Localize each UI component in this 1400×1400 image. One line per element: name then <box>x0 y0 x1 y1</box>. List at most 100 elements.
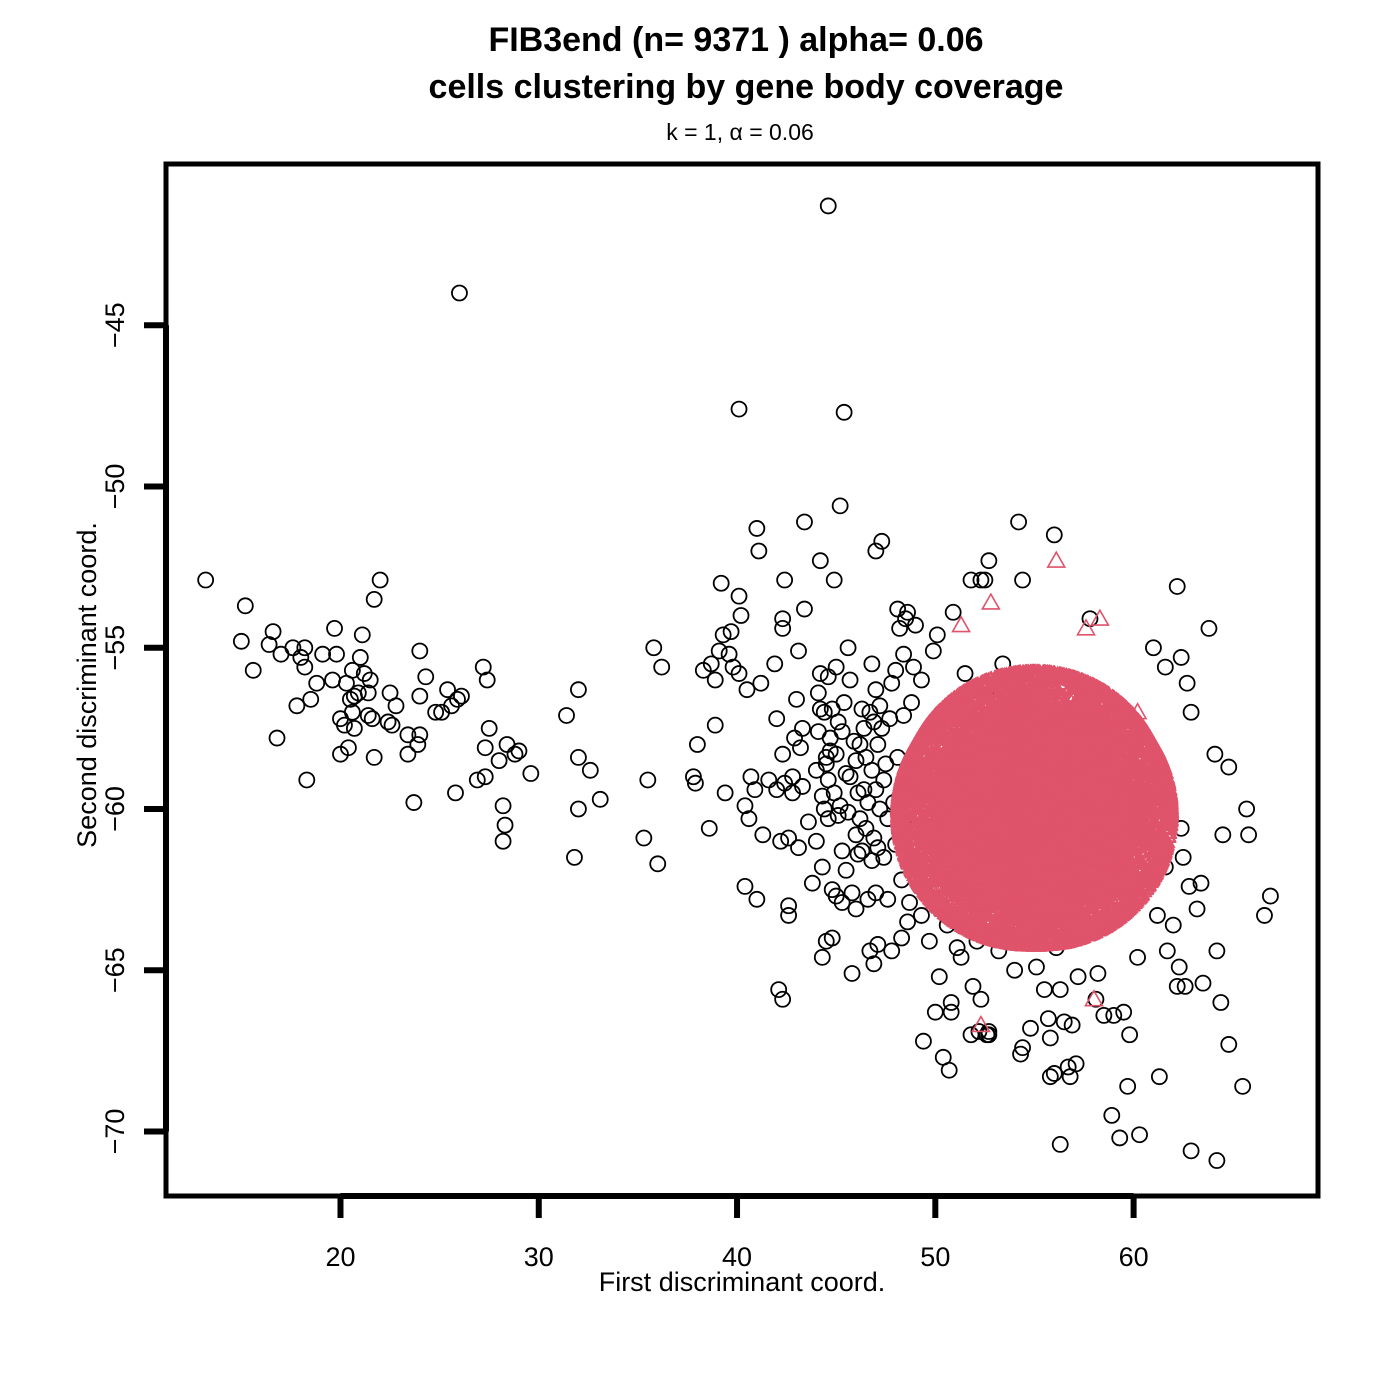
cluster-1-point <box>1131 1126 1148 1144</box>
cluster-1-point <box>1059 1058 1077 1076</box>
cluster-1-point <box>772 832 790 850</box>
cluster-1-point <box>833 842 851 860</box>
cluster-1-point <box>496 816 514 834</box>
cluster-1-point <box>740 810 758 828</box>
cluster-1-point <box>468 771 486 789</box>
cluster-1-point <box>1006 961 1024 979</box>
cluster-1-point <box>1010 513 1027 531</box>
cluster-1-point <box>1055 1013 1073 1031</box>
cluster-1-point <box>453 687 470 705</box>
cluster-1-point <box>796 513 813 531</box>
cluster-1-point <box>1206 745 1224 763</box>
cluster-1-point <box>359 684 377 702</box>
cluster-1-point <box>379 713 397 731</box>
cluster-1-point <box>570 749 587 766</box>
cluster-1-point <box>1164 916 1182 934</box>
cluster-1-point <box>748 890 766 908</box>
cluster-1-point <box>903 694 920 711</box>
cluster-1-point <box>1111 1129 1129 1147</box>
cluster-1-point <box>302 690 320 708</box>
cluster-1-point <box>837 765 855 782</box>
cluster-1-point <box>1156 658 1174 676</box>
cluster-1-point <box>754 826 772 844</box>
cluster-1-point <box>843 884 861 902</box>
cluster-1-point <box>768 710 786 728</box>
cluster-1-point <box>1014 1039 1031 1057</box>
cluster-1-point <box>506 745 524 763</box>
cluster-1-point <box>427 703 445 721</box>
cluster-1-point <box>831 497 849 515</box>
cluster-1-point <box>336 716 353 734</box>
cluster-1-point <box>825 571 843 589</box>
cluster-1-point <box>1095 1007 1113 1024</box>
cluster-1-point <box>296 639 314 657</box>
cluster-1-point <box>1178 674 1196 692</box>
cluster-1-point <box>1129 948 1146 966</box>
cluster-1-point <box>841 671 859 689</box>
cluster-1-point <box>879 890 897 908</box>
cluster-1-point <box>1103 1106 1121 1124</box>
cluster-1-point <box>752 674 770 692</box>
cluster-1-point <box>944 603 962 621</box>
cluster-1-point <box>706 716 724 734</box>
cluster-1-point <box>476 768 494 786</box>
cluster-1-point <box>447 784 464 802</box>
cluster-1-point <box>811 700 829 718</box>
chart-subtitle: cells clustering by gene body coverage <box>429 68 1064 106</box>
cluster-1-point <box>1256 907 1273 924</box>
cluster-1-point <box>1194 974 1212 992</box>
cluster-1-point <box>581 761 599 779</box>
cluster-1-point <box>1115 1003 1133 1021</box>
cluster-1-point <box>409 736 427 753</box>
cluster-1-point <box>349 684 367 702</box>
cluster-1-point <box>780 907 797 924</box>
cluster-1-point <box>823 929 841 947</box>
cluster-1-point <box>972 571 990 589</box>
cluster-1-point <box>1192 874 1210 892</box>
cluster-1-point <box>411 687 429 705</box>
cluster-1-point <box>811 552 829 570</box>
cluster-1-point <box>343 661 361 679</box>
cluster-1-point <box>591 790 609 808</box>
cluster-1-point <box>792 739 809 757</box>
cluster-1-point <box>1214 826 1232 844</box>
cluster-1-point <box>449 690 466 708</box>
cluster-1-point <box>843 965 861 982</box>
cluster-1-point <box>1188 900 1206 918</box>
cluster-1-point <box>639 771 657 789</box>
cluster-1-point <box>972 990 990 1008</box>
cluster-1-point <box>813 858 831 876</box>
cluster-1-point <box>847 752 865 770</box>
cluster-1-point <box>1168 977 1186 995</box>
cluster-1-point <box>875 771 893 789</box>
cluster-1-point <box>920 932 938 950</box>
cluster-1-point <box>746 781 764 799</box>
cluster-1-point <box>328 645 345 663</box>
cluster-1-point <box>326 620 343 637</box>
cluster-1-point <box>827 745 845 763</box>
cluster-1-point <box>522 765 540 782</box>
cluster-1-point <box>688 736 706 753</box>
cluster-1-point <box>899 603 916 621</box>
cluster-1-point <box>788 690 805 708</box>
cluster-1-point <box>1238 800 1256 818</box>
cluster-1-point <box>1012 1045 1029 1063</box>
cluster-1-point <box>700 819 718 837</box>
cluster-1-point <box>417 668 435 686</box>
cluster-1-point <box>1262 887 1279 905</box>
cluster-1-point <box>803 874 821 892</box>
cluster-1-point <box>976 571 994 589</box>
cluster-1-point <box>1220 1036 1238 1053</box>
cluster-1-point <box>411 642 429 660</box>
cluster-1-point <box>345 719 363 737</box>
cluster-1-point <box>361 671 379 689</box>
cluster-1-point <box>387 697 405 715</box>
cluster-1-point <box>296 658 314 676</box>
cluster-1-point <box>736 878 754 895</box>
cluster-1-point <box>1180 878 1198 895</box>
cluster-1-point <box>722 623 740 641</box>
cluster-1-point <box>451 284 468 302</box>
cluster-1-point <box>1148 907 1166 924</box>
cluster-1-point <box>829 807 847 824</box>
